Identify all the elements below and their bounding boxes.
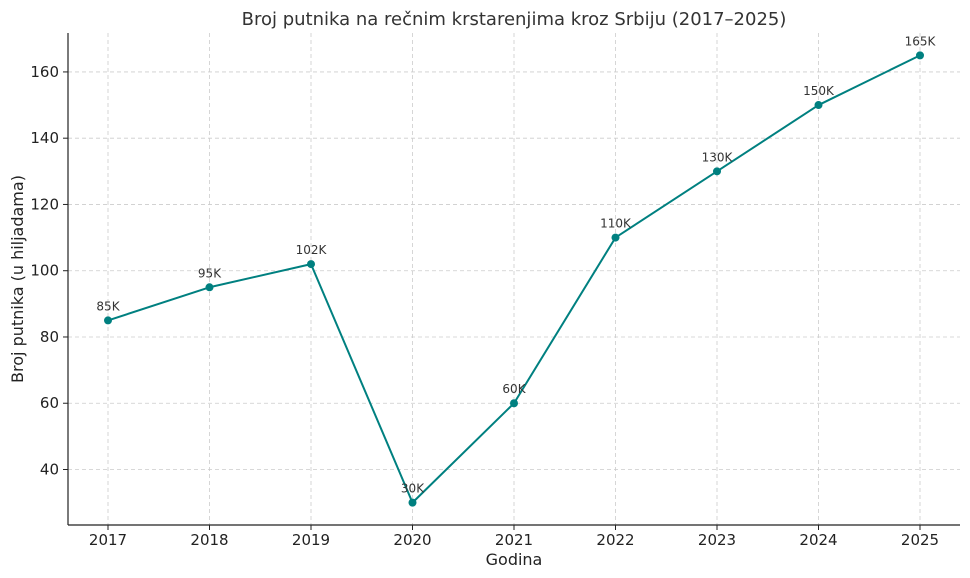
y-tick-label: 60	[40, 394, 59, 412]
y-tick-label: 120	[30, 195, 59, 213]
x-tick-label: 2018	[190, 531, 228, 549]
data-label: 95K	[198, 266, 222, 280]
x-tick-label: 2021	[495, 531, 533, 549]
data-point	[713, 167, 721, 176]
data-point	[104, 316, 112, 325]
data-point	[510, 399, 518, 408]
data-label: 150K	[803, 84, 835, 98]
data-label: 30K	[401, 482, 425, 496]
data-label: 110K	[600, 217, 632, 231]
data-point	[814, 101, 823, 110]
ticks: 2017 2018 2019 2020 2021 2022 2023 2024 2025 40 60…	[30, 63, 939, 549]
data-point	[205, 283, 214, 292]
series	[104, 51, 924, 507]
data-point	[916, 51, 924, 60]
x-tick-label: 2019	[292, 531, 330, 549]
y-tick-label: 80	[40, 328, 59, 346]
chart-title: Broj putnika na rečnim krstarenjima kroz…	[242, 9, 787, 30]
x-tick-label: 2023	[698, 531, 736, 549]
data-point	[307, 260, 315, 269]
x-tick-label: 2020	[393, 531, 431, 549]
y-axis-label: Broj putnika (u hiljadama)	[8, 175, 27, 383]
x-tick-label: 2017	[89, 531, 127, 549]
x-tick-label: 2024	[799, 531, 837, 549]
y-tick-label: 140	[30, 129, 59, 147]
data-label: 102K	[296, 243, 328, 257]
y-tick-label: 40	[40, 461, 59, 479]
data-label: 60K	[502, 382, 526, 396]
grid	[68, 33, 960, 525]
x-tick-label: 2025	[901, 531, 939, 549]
data-point	[611, 233, 620, 242]
y-tick-label: 100	[30, 262, 59, 280]
y-tick-label: 160	[30, 63, 59, 81]
x-tick-label: 2022	[596, 531, 634, 549]
data-labels: 85K 95K 102K 30K 60K 110K 130K 150K 165K	[96, 34, 936, 495]
data-label: 165K	[905, 34, 937, 48]
data-point	[408, 498, 417, 507]
x-axis-label: Godina	[486, 550, 543, 569]
data-label: 130K	[702, 150, 734, 164]
data-label: 85K	[96, 299, 120, 313]
